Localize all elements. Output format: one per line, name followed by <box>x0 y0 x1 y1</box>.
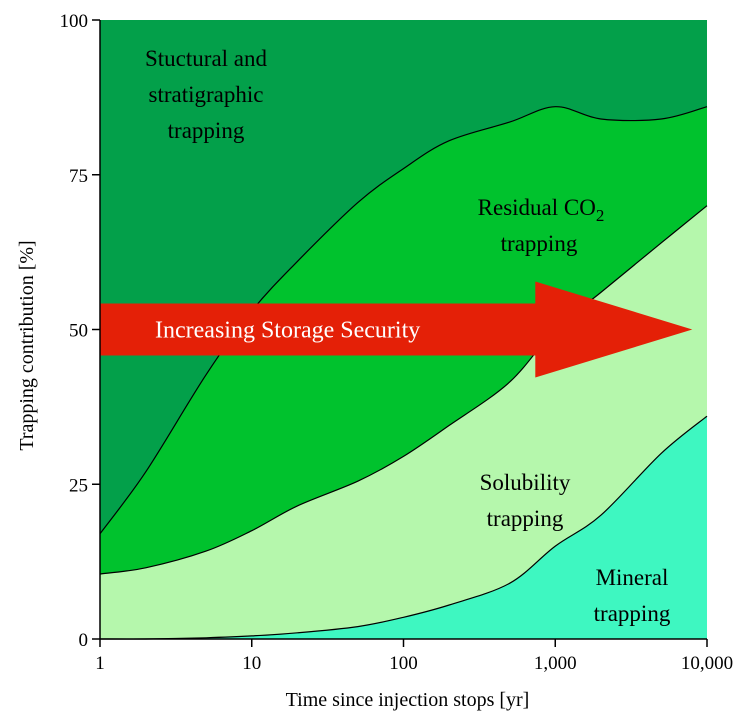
label-mineral-trapping: Mineral trapping <box>594 565 671 626</box>
area-mineral-trapping <box>100 416 707 640</box>
security-arrow <box>100 281 693 378</box>
security-arrow-label: Increasing Storage Security <box>155 318 420 344</box>
boundary-residual-co2-trapping <box>99 106 708 535</box>
x-axis-label: Time since injection stops [yr] <box>286 689 530 711</box>
y-tick-label: 100 <box>60 11 89 32</box>
boundary-mineral-trapping <box>99 415 708 640</box>
boundary-solubility-trapping <box>99 205 708 575</box>
y-tick-label: 75 <box>69 166 88 187</box>
area-solubility-trapping <box>100 205 707 639</box>
axes: 0 25 50 75 100 1 10 100 1,000 10,000 Time since in… <box>16 11 733 711</box>
x-tick-label: 1,000 <box>534 653 577 674</box>
x-tick-label: 100 <box>389 653 418 674</box>
x-tick-label: 10,000 <box>681 653 733 674</box>
y-tick-label: 25 <box>69 475 88 496</box>
x-tick-label: 10 <box>242 653 261 674</box>
label-residual-co2-trapping: Residual CO2 trapping <box>478 195 605 256</box>
security-arrow-group: Increasing Storage Security <box>100 281 693 378</box>
y-tick-label: 0 <box>79 630 89 651</box>
region-labels: Mineral trapping Solubility trapping Residua… <box>145 46 671 626</box>
x-tick-label: 1 <box>95 653 105 674</box>
label-stuctural-and-stratigraphic-trapping: Stuctural and stratigraphic trapping <box>145 46 267 143</box>
y-axis-label: Trapping contribution [%] <box>16 240 38 450</box>
y-tick-label: 50 <box>69 321 88 342</box>
label-solubility-trapping: Solubility trapping <box>480 470 571 531</box>
boundary-lines <box>99 106 708 640</box>
